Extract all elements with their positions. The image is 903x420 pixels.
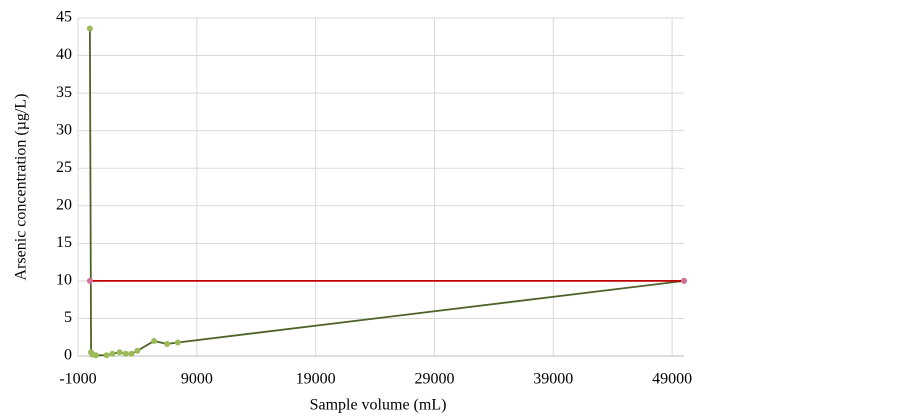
x-tick-label: 9000 — [181, 371, 213, 388]
data-point — [681, 277, 687, 284]
data-point — [122, 350, 129, 357]
data-point — [151, 337, 158, 344]
y-tick-label: 10 — [56, 272, 72, 289]
data-point — [103, 352, 110, 359]
data-point — [109, 350, 116, 357]
x-tick-label: 39000 — [533, 371, 573, 388]
y-tick-label: 5 — [64, 309, 72, 326]
y-axis-label: Arsenic concentration (µg/L) — [13, 94, 30, 281]
data-point — [164, 340, 171, 347]
x-tick-label: -1000 — [59, 371, 96, 388]
data-point — [86, 277, 93, 284]
x-tick-label: 49000 — [652, 371, 692, 388]
y-tick-label: 35 — [56, 84, 72, 101]
x-axis-label: Sample volume (mL) — [310, 397, 447, 414]
y-tick-label: 0 — [64, 347, 72, 364]
data-point — [174, 339, 181, 346]
data-point — [134, 347, 141, 354]
x-tick-label: 29000 — [414, 371, 454, 388]
y-tick-label: 45 — [56, 9, 72, 26]
y-tick-label: 15 — [56, 234, 72, 251]
y-tick-label: 40 — [56, 46, 72, 63]
y-tick-label: 30 — [56, 121, 72, 138]
data-line — [88, 28, 685, 357]
data-point — [86, 25, 93, 32]
y-tick-label: 25 — [56, 159, 72, 176]
data-point — [92, 352, 99, 359]
data-point — [128, 350, 135, 357]
data-point — [116, 349, 123, 356]
y-tick-label: 20 — [56, 196, 72, 213]
x-tick-label: 19000 — [296, 371, 336, 388]
